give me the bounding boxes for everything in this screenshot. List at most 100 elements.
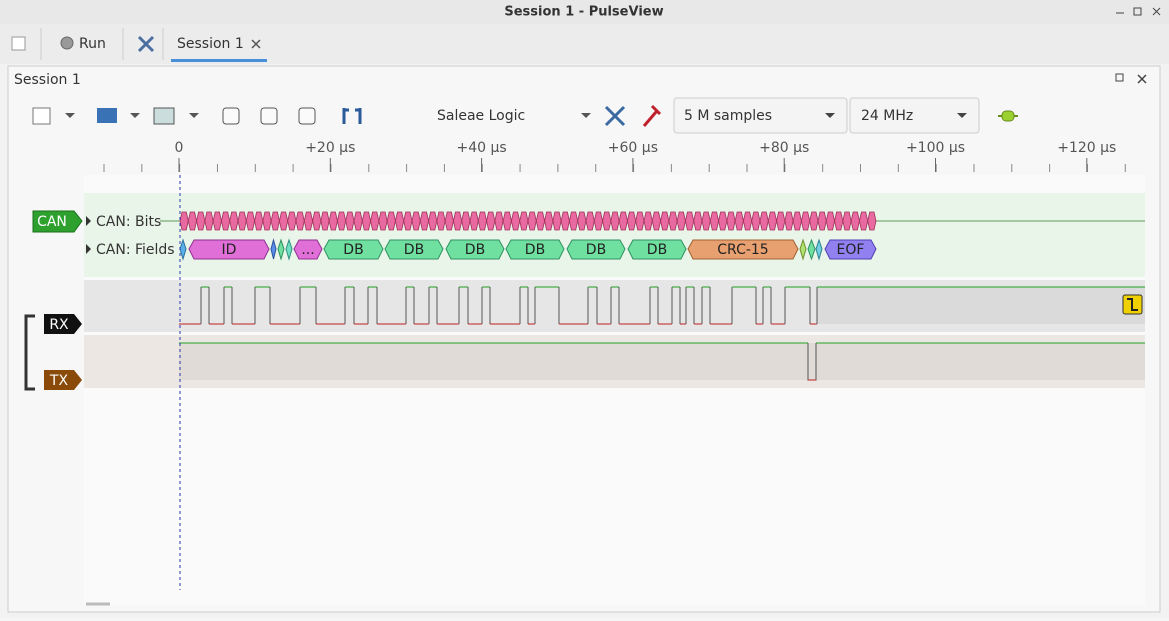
row-label: CAN: Bits (96, 214, 161, 230)
bit (270, 211, 280, 231)
field-label: DB (525, 242, 545, 258)
ruler-label: +20 µs (305, 140, 355, 156)
bit (718, 211, 728, 231)
field-label: DB (465, 242, 485, 258)
can-label[interactable]: CAN (37, 214, 67, 230)
bit (204, 211, 214, 231)
close-tab[interactable] (251, 39, 261, 49)
bit (825, 211, 835, 231)
bit (602, 211, 612, 231)
ruler-label: +120 µs (1057, 140, 1116, 156)
tx-fill (179, 343, 1145, 380)
run-button[interactable]: Run (79, 36, 106, 52)
bit (842, 211, 852, 231)
ruler-label: +60 µs (608, 140, 658, 156)
field (285, 238, 293, 261)
bit (809, 211, 819, 231)
window-title: Session 1 - PulseView (504, 5, 663, 20)
tx-label[interactable]: TX (49, 373, 69, 389)
session-tab[interactable]: Session 1 (177, 36, 244, 52)
field-label: DB (647, 242, 667, 258)
field-label: DB (404, 242, 424, 258)
run-icon[interactable] (60, 36, 74, 50)
field (815, 238, 823, 261)
waveforms: ID... DB DB DB DB DB DB CRC-15 EOF (179, 211, 1145, 381)
bit (237, 211, 247, 231)
dropdown-arrow[interactable] (189, 113, 199, 118)
bit (511, 211, 521, 231)
toolbar: Saleae Logic 5 M samples 24 MHz (32, 97, 1018, 134)
field-label: CRC-15 (717, 242, 768, 258)
settings-icon[interactable] (137, 35, 155, 53)
bit (262, 211, 272, 231)
bit (569, 211, 579, 231)
samples-combo[interactable] (673, 97, 848, 134)
bit (643, 211, 653, 231)
zoom-out[interactable] (260, 107, 278, 125)
bit (734, 211, 744, 231)
probe-icon[interactable] (642, 104, 662, 127)
can-decoder-row (84, 193, 1145, 277)
config-icon[interactable] (604, 105, 626, 127)
new-tab-icon[interactable] (11, 36, 26, 51)
bit (627, 211, 637, 231)
bit (502, 211, 512, 231)
panel-close[interactable] (1137, 74, 1147, 84)
field (323, 239, 384, 260)
tab-underline (171, 59, 267, 62)
zoom-fit[interactable] (298, 107, 316, 125)
bit (187, 211, 197, 231)
samplerate-combo[interactable] (849, 97, 980, 134)
dropdown-arrow[interactable] (130, 113, 140, 118)
zoom-in[interactable] (222, 107, 240, 125)
bit (287, 211, 297, 231)
field (566, 239, 626, 260)
bit (544, 211, 554, 231)
dropdown-arrow[interactable] (65, 113, 75, 118)
field (188, 239, 270, 260)
bit (212, 211, 222, 231)
bit (179, 211, 189, 231)
bit (411, 211, 421, 231)
bit (395, 211, 405, 231)
bit (494, 211, 504, 231)
title-bar (0, 0, 1169, 24)
rx-label[interactable]: RX (49, 317, 69, 333)
bit (303, 211, 313, 231)
cursor-icon[interactable] (342, 108, 362, 124)
open-icon[interactable] (97, 108, 117, 123)
bit (668, 211, 678, 231)
field-label: ... (301, 242, 314, 258)
bit (726, 211, 736, 231)
bit (353, 211, 363, 231)
bit (461, 211, 471, 231)
bit (593, 211, 603, 231)
bit (229, 211, 239, 231)
bit (370, 211, 380, 231)
bit (792, 211, 802, 231)
bit (378, 211, 388, 231)
bit (295, 211, 305, 231)
bit (444, 211, 454, 231)
bit (320, 211, 330, 231)
bit (312, 211, 322, 231)
ruler-label: +100 µs (906, 140, 965, 156)
bit (577, 211, 587, 231)
bit (403, 211, 413, 231)
new-icon[interactable] (32, 107, 51, 125)
bit (527, 211, 537, 231)
expand-arrow[interactable] (86, 216, 91, 226)
expand-arrow[interactable] (86, 244, 91, 254)
device-selector[interactable]: Saleae Logic (437, 108, 525, 124)
dropdown-arrow (957, 113, 967, 118)
bit (743, 211, 753, 231)
dropdown-arrow[interactable] (581, 113, 591, 118)
bit (784, 211, 794, 231)
bit (751, 211, 761, 231)
save-icon[interactable] (153, 107, 175, 125)
panel-float[interactable] (1115, 73, 1124, 82)
bit (701, 211, 711, 231)
window-controls[interactable] (1116, 7, 1161, 16)
